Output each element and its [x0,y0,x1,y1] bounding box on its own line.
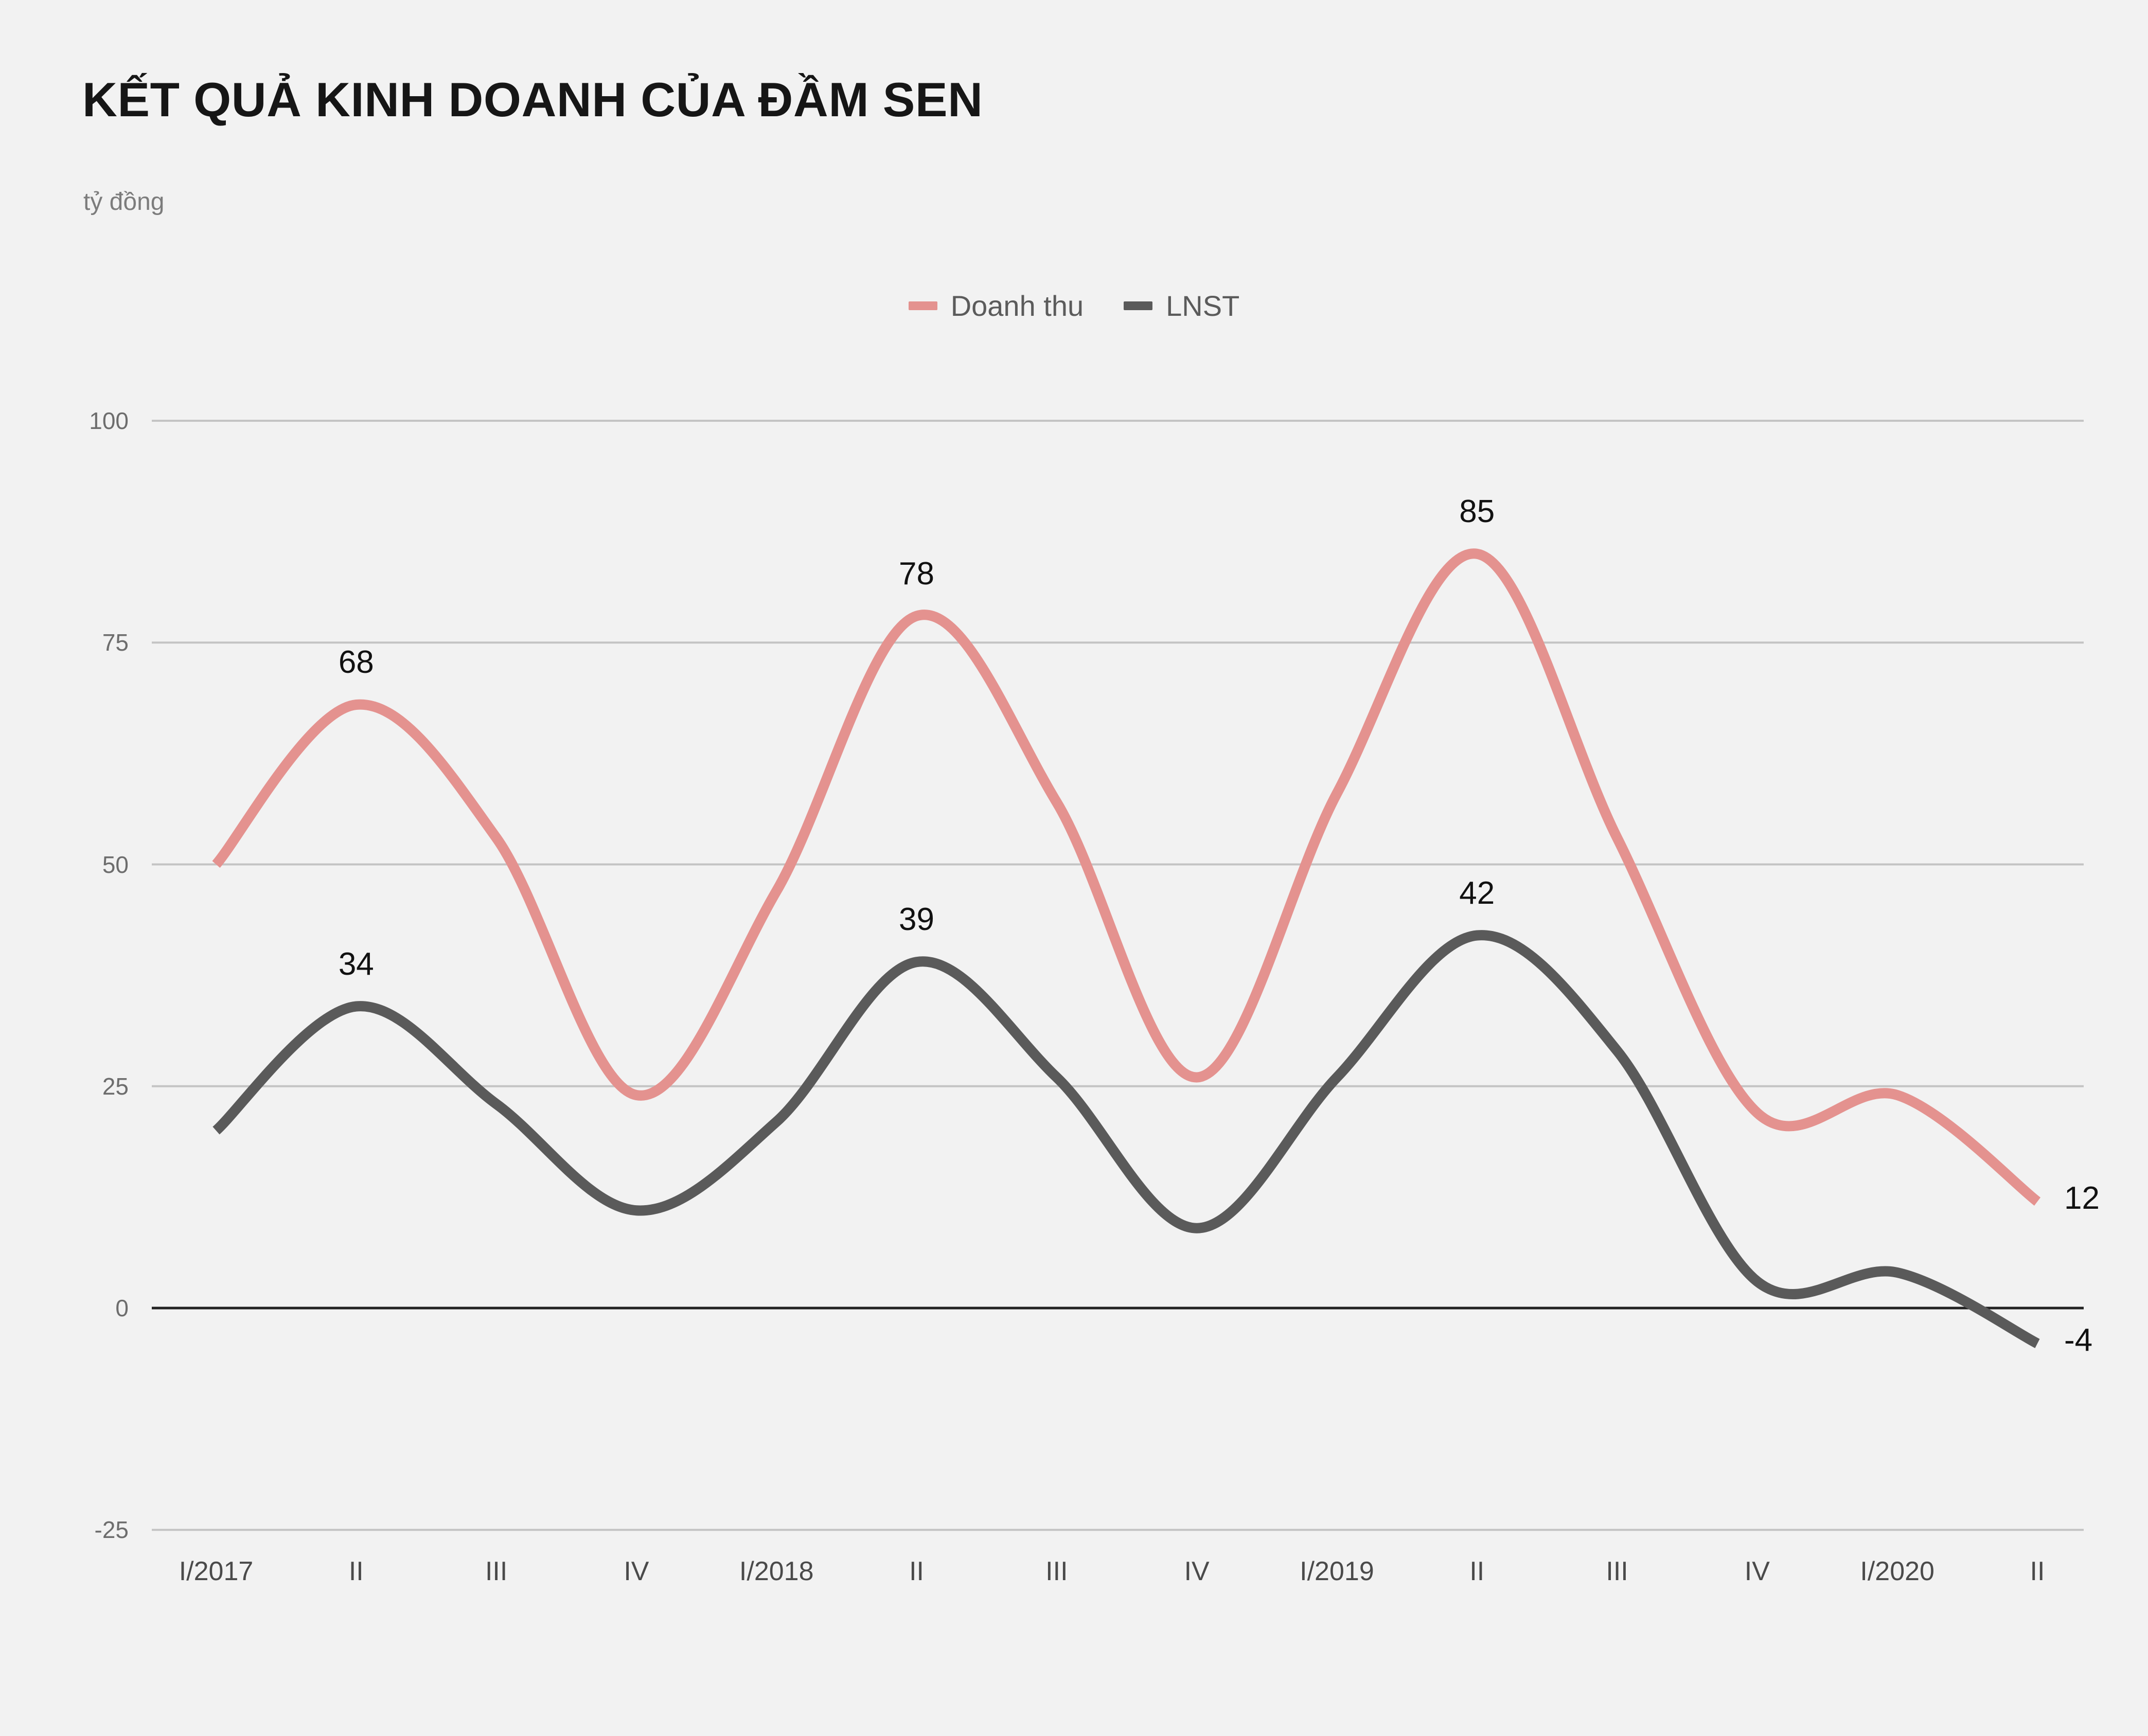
line-series-lnst [212,930,2040,1348]
legend-item-lnst[interactable]: LNST [1124,289,1239,323]
legend-label-lnst: LNST [1166,290,1240,322]
y-axis-tick-label: -25 [94,1516,129,1544]
data-point-label: 34 [338,946,374,982]
x-axis-tick-label: IV [1184,1556,1210,1586]
x-axis-tick-label: II [1469,1556,1485,1586]
y-axis-tick-label: 50 [102,851,129,878]
x-axis-tick-label: III [485,1556,508,1586]
x-axis-tick-label: III [1606,1556,1628,1586]
y-axis-tick-label: 75 [102,629,129,656]
y-axis-tick-label: 0 [115,1295,129,1321]
legend-swatch-lnst [1124,301,1153,310]
x-axis-tick-label: II [2030,1556,2045,1586]
y-axis-tick-label: 100 [89,407,129,434]
data-point-label: -4 [2064,1322,2093,1358]
data-point-label: 42 [1459,875,1495,911]
x-axis-tick-label: I/2019 [1300,1556,1374,1586]
chart-legend: Doanh thu LNST [0,289,2148,323]
line-series-doanh-thu [212,548,2041,1206]
x-axis-tick-label: I/2017 [179,1556,254,1586]
page-title: KẾT QUẢ KINH DOANH CỦA ĐẦM SEN [82,73,983,127]
x-axis-tick-label: IV [1744,1556,1770,1586]
data-point-label: 12 [2064,1180,2100,1216]
x-axis-tick-label: I/2018 [739,1556,814,1586]
data-point-label: 85 [1459,493,1495,529]
chart-unit-label: tỷ đồng [83,188,165,216]
legend-swatch-doanh-thu [908,301,937,310]
x-axis-tick-label: III [1045,1556,1068,1586]
x-axis-tick-label: IV [624,1556,649,1586]
legend-label-doanh-thu: Doanh thu [950,290,1084,322]
data-point-label: 39 [899,902,935,938]
x-axis-tick-label: I/2020 [1860,1556,1934,1586]
x-axis-tick-label: II [348,1556,364,1586]
legend-item-doanh-thu[interactable]: Doanh thu [908,289,1084,323]
y-axis-tick-label: 25 [102,1072,129,1100]
data-point-label: 78 [899,556,935,592]
x-axis-tick-label: II [909,1556,924,1586]
data-point-label: 68 [338,645,374,680]
